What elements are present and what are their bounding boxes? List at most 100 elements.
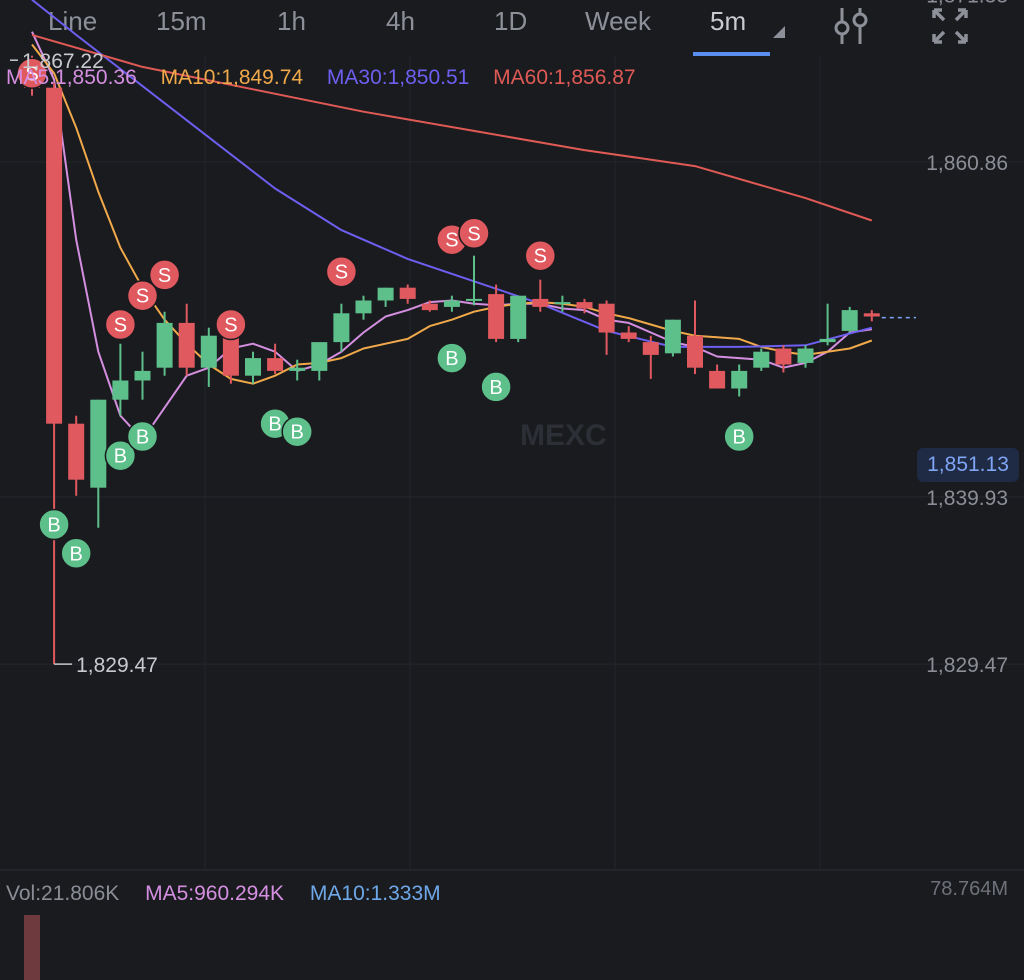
candle-body: [664, 319, 681, 354]
ma30-legend: MA30:1,850.51: [326, 66, 470, 89]
candle-body: [245, 358, 261, 376]
candle-body: [819, 338, 836, 343]
watermark-text: MEXC: [520, 419, 607, 452]
y-tick-label: 1,829.47: [926, 654, 1008, 677]
marker-circle: [104, 308, 137, 341]
candle-body: [156, 322, 173, 368]
candle-body: [687, 335, 703, 368]
timeframe-dropdown-caret-icon[interactable]: [773, 26, 785, 38]
marker-circle: [60, 537, 92, 570]
marker-label: S: [467, 223, 480, 245]
high-marker-label: 1,867.22: [22, 50, 104, 73]
ma60-legend: MA60:1,856.87: [493, 66, 636, 89]
buy-marker: B: [38, 508, 70, 541]
candle-body: [267, 358, 284, 371]
marker-label: S: [114, 315, 127, 337]
ma5-legend: MA5:1,850.36: [6, 66, 137, 89]
tab-15m[interactable]: 15m: [156, 6, 207, 36]
candle-body: [554, 302, 571, 305]
marker-circle: [16, 57, 48, 90]
marker-circle: [281, 415, 313, 448]
candle-body: [709, 370, 726, 389]
marker-circle: [38, 508, 70, 541]
candle-body: [753, 351, 770, 368]
marker-label: S: [224, 315, 237, 337]
marker-label: S: [445, 230, 458, 252]
volume-max-label: 78.764M: [930, 878, 1008, 900]
marker-label: B: [268, 414, 281, 436]
candle-body: [333, 313, 350, 343]
candle-body: [576, 302, 593, 309]
timeframe-toolbar: Line 15m 1h 4h 1D Week 5m: [0, 0, 1024, 56]
candle-body: [421, 303, 438, 311]
marker-label: B: [136, 427, 149, 449]
candle-body: [112, 380, 129, 400]
candle-body: [443, 300, 460, 307]
candle-body: [863, 313, 880, 317]
marker-label: S: [335, 262, 348, 284]
candle-body: [377, 287, 394, 301]
buy-marker: B: [480, 371, 512, 403]
indicator-settings-icon[interactable]: [828, 6, 874, 51]
marker-label: B: [47, 515, 60, 537]
candle-body: [797, 348, 814, 363]
volume-bar: [24, 915, 40, 980]
marker-label: B: [114, 446, 127, 468]
candle-body: [488, 294, 505, 339]
buy-marker: B: [436, 342, 468, 374]
candle-body: [775, 348, 792, 365]
volume-ma10: MA10:1.333M: [309, 882, 441, 905]
sell-marker: S: [325, 255, 358, 288]
y-tick-label: 1,839.93: [926, 487, 1008, 510]
marker-circle: [458, 217, 490, 250]
marker-circle: [126, 279, 159, 312]
marker-label: S: [534, 246, 547, 268]
candle-body: [620, 332, 637, 339]
buy-marker: B: [126, 420, 159, 453]
tab-week[interactable]: Week: [585, 6, 651, 36]
candle-body: [532, 298, 549, 307]
volume-legend: Vol:21.806K MA5:960.294K MA10:1.333M: [6, 882, 461, 906]
candle-body: [222, 335, 239, 376]
sell-marker: S: [215, 308, 247, 341]
candle-body: [731, 370, 748, 389]
candle-body: [289, 367, 306, 371]
tab-1d[interactable]: 1D: [494, 6, 528, 36]
candle-body: [355, 300, 372, 314]
volume-bars: [24, 915, 40, 980]
tab-5m[interactable]: 5m: [710, 6, 747, 36]
marker-label: B: [445, 348, 458, 370]
buy-marker: B: [723, 420, 755, 453]
last-price-badge: 1,851.13: [917, 448, 1019, 482]
marker-label: S: [158, 265, 171, 287]
chart-grid: [0, 56, 1024, 871]
marker-circle: [148, 259, 181, 291]
sell-marker: S: [458, 217, 490, 250]
fullscreen-icon[interactable]: [930, 6, 970, 51]
marker-circle: [104, 439, 137, 472]
candle-body: [466, 298, 482, 301]
marker-label: B: [291, 422, 304, 444]
ma-legend: MA5:1,850.36 MA10:1,849.74 MA30:1,850.51…: [6, 66, 654, 90]
marker-circle: [215, 308, 247, 341]
volume-ma5: MA5:960.294K: [145, 882, 285, 905]
y-tick-label: 1,860.86: [926, 152, 1008, 175]
tab-1h[interactable]: 1h: [277, 6, 306, 36]
candle-body: [134, 370, 151, 381]
marker-circle: [480, 371, 512, 403]
sell-marker: S: [104, 308, 137, 341]
candle-body: [399, 287, 416, 299]
marker-label: S: [25, 63, 38, 85]
ma-line-ma30: [31, 0, 873, 348]
candle-body: [90, 399, 107, 488]
marker-label: S: [136, 286, 149, 308]
marker-label: B: [489, 377, 502, 399]
sell-marker: S: [126, 279, 159, 312]
ma10-legend: MA10:1,849.74: [160, 66, 304, 89]
tab-4h[interactable]: 4h: [386, 6, 415, 36]
marker-circle: [524, 239, 557, 272]
candle-body: [200, 335, 217, 368]
candle-body: [510, 295, 527, 339]
ma-line-ma60: [31, 33, 873, 222]
